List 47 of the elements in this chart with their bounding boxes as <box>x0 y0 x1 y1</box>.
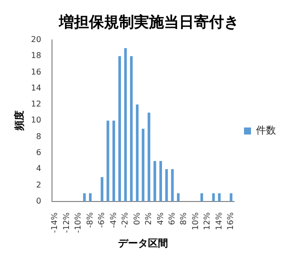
x-tick-label: 0% <box>132 212 142 226</box>
y-tick-label: 14 <box>30 83 42 92</box>
y-tick-label: 12 <box>30 100 42 109</box>
y-axis-title: 頻度 <box>14 110 26 132</box>
bar <box>165 169 168 202</box>
y-tick-label: 18 <box>30 51 42 60</box>
legend-label: 件数 <box>256 126 276 137</box>
bar <box>106 120 110 202</box>
x-tick-label: -2% <box>120 212 130 228</box>
bar <box>148 112 150 202</box>
x-tick-label: 10% <box>190 212 200 230</box>
bar <box>136 104 139 202</box>
x-tick-label: 6% <box>167 212 176 226</box>
x-tick-label: -8% <box>85 212 94 228</box>
bar <box>171 169 174 202</box>
bar <box>159 161 162 202</box>
bar <box>130 56 133 202</box>
y-tick-label: 4 <box>36 164 42 174</box>
x-tick-label: -14% <box>50 212 60 234</box>
bar <box>142 128 144 202</box>
y-tick-label: 10 <box>30 116 42 125</box>
y-tick-label: 16 <box>30 67 42 76</box>
x-tick-label: 4% <box>156 212 165 226</box>
y-tick-label: 8 <box>36 132 42 141</box>
x-tick-label: -6% <box>97 212 106 228</box>
y-tick-label: 0 <box>36 196 42 206</box>
bar <box>124 48 127 202</box>
bar <box>230 193 232 202</box>
x-tick-label: -12% <box>62 212 71 234</box>
x-tick-label: 14% <box>214 212 224 230</box>
bar <box>112 120 116 202</box>
x-tick-label: 16% <box>226 212 236 230</box>
x-tick-label: 12% <box>202 212 212 230</box>
x-tick-label: -4% <box>108 212 118 228</box>
y-tick-label: 6 <box>36 148 42 158</box>
x-tick-label: -10% <box>74 212 83 234</box>
bar <box>118 56 121 202</box>
bar <box>100 177 104 202</box>
x-tick-label: 8% <box>179 212 188 226</box>
chart-title: 増担保規制実施当日寄付き <box>58 12 239 31</box>
bar <box>154 161 156 202</box>
x-axis-title: データ区間 <box>118 238 168 250</box>
y-tick-label: 2 <box>36 180 42 190</box>
bar <box>83 193 86 202</box>
y-tick-label: 20 <box>30 35 42 44</box>
x-tick-label: 2% <box>144 212 154 226</box>
bar <box>212 193 215 202</box>
